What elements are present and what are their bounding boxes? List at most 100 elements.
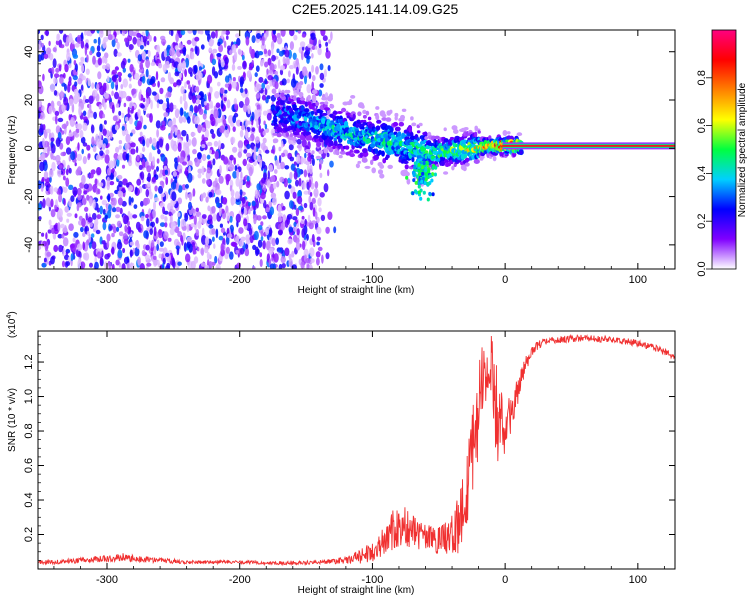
heatmap-cell bbox=[463, 127, 469, 131]
colorbar: 0.0 0.2 0.4 0.6 0.8 Normalized spectral ampl… bbox=[696, 29, 748, 277]
heatmap-cell bbox=[288, 253, 292, 260]
heatmap-cell bbox=[102, 222, 107, 231]
heatmap-cell bbox=[316, 141, 322, 148]
heatmap-cell bbox=[263, 172, 267, 181]
heatmap-cell bbox=[128, 83, 132, 89]
heatmap-cell bbox=[177, 142, 182, 153]
heatmap-cell bbox=[300, 156, 304, 165]
heatmap-cell bbox=[329, 136, 334, 140]
snr-y-tick-label: 0.2 bbox=[23, 527, 35, 542]
heatmap-cell bbox=[319, 72, 325, 81]
heatmap-cell bbox=[245, 180, 251, 189]
heatmap-cell bbox=[443, 138, 449, 143]
heatmap-cell bbox=[403, 160, 409, 164]
heatmap-cell bbox=[153, 245, 157, 256]
heatmap-cell bbox=[404, 171, 410, 177]
heatmap-cell bbox=[303, 190, 309, 195]
heatmap-cell bbox=[416, 130, 421, 134]
heatmap-cell bbox=[43, 140, 50, 148]
heatmap-cell bbox=[77, 142, 80, 151]
heatmap-cell bbox=[145, 59, 151, 69]
heatmap-cell bbox=[394, 112, 399, 118]
heatmap-cell bbox=[55, 40, 60, 46]
heatmap-cell bbox=[65, 177, 70, 187]
heatmap-cell bbox=[60, 130, 65, 135]
heatmap-x-tick-label: -200 bbox=[229, 274, 251, 286]
heatmap-cell bbox=[170, 130, 173, 139]
heatmap-cell bbox=[188, 243, 193, 253]
heatmap-cell bbox=[70, 253, 74, 262]
heatmap-cell bbox=[344, 145, 350, 150]
heatmap-cell bbox=[172, 171, 177, 177]
heatmap-cell bbox=[239, 239, 244, 247]
heatmap-cell bbox=[96, 154, 101, 161]
heatmap-cell bbox=[228, 163, 235, 172]
heatmap-cell bbox=[185, 253, 191, 263]
heatmap-cell bbox=[417, 190, 421, 195]
heatmap-cell bbox=[69, 243, 75, 249]
heatmap-cell bbox=[185, 191, 188, 200]
heatmap-cell bbox=[183, 111, 187, 117]
heatmap-cell bbox=[117, 190, 122, 197]
heatmap-cell bbox=[88, 102, 92, 112]
heatmap-cell bbox=[80, 56, 85, 62]
heatmap-cell bbox=[47, 229, 52, 234]
heatmap-cell bbox=[287, 213, 293, 220]
heatmap-cell bbox=[322, 35, 328, 42]
heatmap-cell bbox=[214, 255, 218, 264]
heatmap-cell bbox=[233, 157, 236, 165]
heatmap-cell bbox=[278, 109, 282, 116]
heatmap-cell bbox=[463, 154, 467, 159]
heatmap-cell bbox=[297, 30, 302, 34]
heatmap-cell bbox=[238, 227, 244, 234]
heatmap-cell bbox=[433, 172, 437, 177]
heatmap-cell bbox=[117, 154, 122, 161]
heatmap-cell bbox=[318, 43, 322, 49]
heatmap-cell bbox=[374, 148, 379, 154]
heatmap-cell bbox=[202, 227, 205, 235]
heatmap-cell bbox=[220, 227, 226, 234]
heatmap-cell bbox=[43, 171, 49, 180]
heatmap-cell bbox=[150, 61, 156, 67]
heatmap-cell bbox=[308, 222, 314, 230]
heatmap-cell bbox=[430, 178, 434, 183]
heatmap-cell bbox=[207, 205, 211, 212]
heatmap-cell bbox=[289, 133, 294, 138]
heatmap-cell bbox=[78, 215, 83, 221]
heatmap-cell bbox=[123, 102, 127, 108]
heatmap-cell bbox=[412, 178, 416, 183]
heatmap-cell bbox=[278, 216, 283, 223]
heatmap-cell bbox=[259, 252, 263, 258]
heatmap-cell bbox=[234, 191, 240, 200]
heatmap-cell bbox=[65, 36, 69, 46]
heatmap-cell bbox=[66, 212, 73, 217]
heatmap-cell bbox=[312, 75, 316, 82]
heatmap-cell bbox=[283, 177, 288, 188]
heatmap-cell bbox=[298, 91, 304, 98]
heatmap-cell bbox=[162, 41, 165, 46]
heatmap-cell bbox=[107, 193, 111, 203]
heatmap-cell bbox=[161, 262, 165, 269]
heatmap-cell bbox=[211, 261, 216, 266]
heatmap-cell bbox=[180, 86, 185, 95]
heatmap-cell bbox=[120, 30, 123, 35]
heatmap-cell bbox=[210, 31, 216, 39]
heatmap-cell bbox=[185, 184, 189, 189]
heatmap-cell bbox=[226, 211, 230, 222]
heatmap-cell bbox=[93, 111, 97, 120]
heatmap-cell bbox=[412, 171, 416, 176]
heatmap-cell bbox=[208, 191, 213, 198]
heatmap-cell bbox=[424, 136, 429, 140]
heatmap-cell bbox=[174, 108, 180, 119]
heatmap-cell bbox=[178, 72, 182, 79]
heatmap-cell bbox=[49, 185, 54, 195]
heatmap-cell bbox=[218, 207, 222, 217]
heatmap-cell bbox=[232, 77, 236, 82]
heatmap-cell bbox=[255, 65, 260, 72]
heatmap-cell bbox=[280, 140, 284, 149]
heatmap-cell bbox=[278, 229, 283, 236]
heatmap-cell bbox=[226, 162, 229, 172]
colorbar-ticks: 0.0 0.2 0.4 0.6 0.8 bbox=[696, 70, 712, 277]
heatmap-cell bbox=[267, 57, 272, 66]
heatmap-cell bbox=[210, 86, 213, 93]
